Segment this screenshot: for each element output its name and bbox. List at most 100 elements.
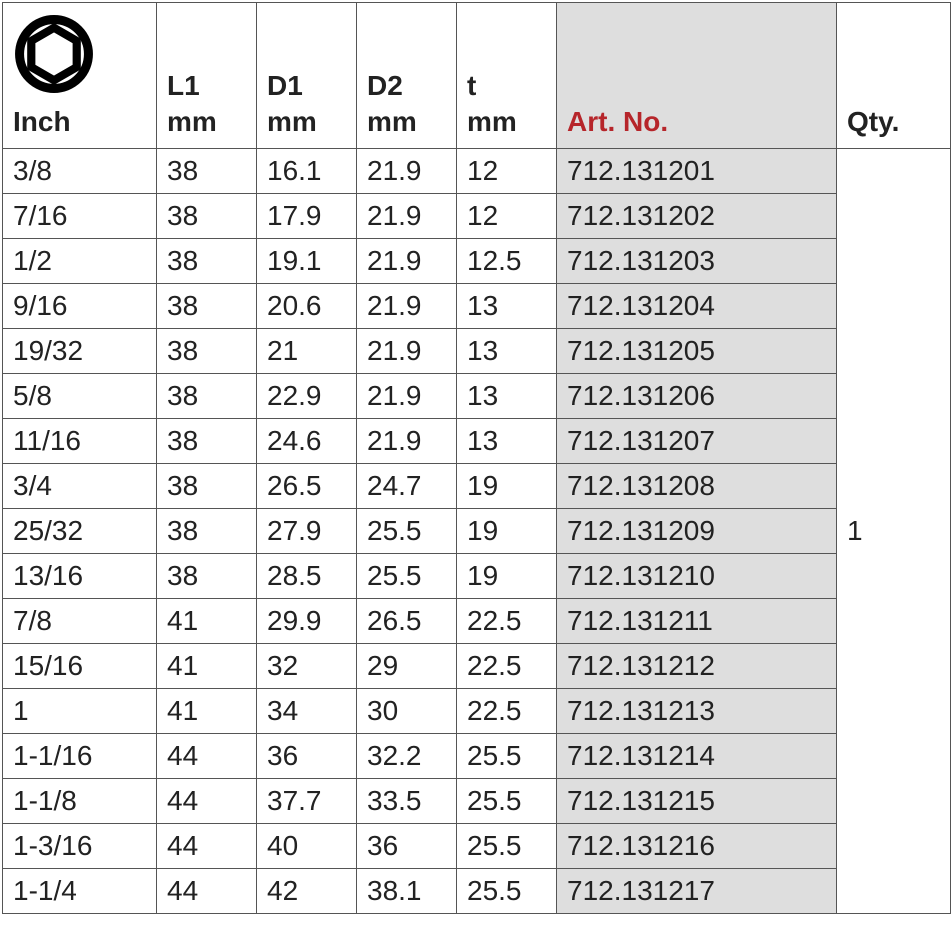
cell-inch: 3/4 xyxy=(3,464,157,509)
cell-inch: 1 xyxy=(3,689,157,734)
cell-t: 13 xyxy=(457,329,557,374)
cell-d2: 21.9 xyxy=(357,284,457,329)
cell-d2: 26.5 xyxy=(357,599,457,644)
cell-d2: 21.9 xyxy=(357,329,457,374)
header-qty: Qty. xyxy=(837,3,951,149)
cell-d1: 29.9 xyxy=(257,599,357,644)
table-row: 11/163824.621.913712.131207 xyxy=(3,419,951,464)
cell-l1: 44 xyxy=(157,869,257,914)
cell-artno: 712.131217 xyxy=(557,869,837,914)
cell-inch: 1-1/16 xyxy=(3,734,157,779)
cell-qty: 1 xyxy=(837,149,951,914)
hex-socket-icon xyxy=(13,13,95,102)
cell-d2: 24.7 xyxy=(357,464,457,509)
header-row-top: L1 D1 D2 t Art. No. Qty. xyxy=(3,3,951,105)
cell-l1: 38 xyxy=(157,239,257,284)
cell-artno: 712.131201 xyxy=(557,149,837,194)
cell-l1: 38 xyxy=(157,554,257,599)
cell-inch: 15/16 xyxy=(3,644,157,689)
header-d1-unit: mm xyxy=(257,104,357,149)
table-row: 3/43826.524.719712.131208 xyxy=(3,464,951,509)
cell-d2: 21.9 xyxy=(357,194,457,239)
cell-t: 13 xyxy=(457,419,557,464)
cell-d2: 25.5 xyxy=(357,509,457,554)
cell-d2: 36 xyxy=(357,824,457,869)
cell-artno: 712.131206 xyxy=(557,374,837,419)
cell-t: 19 xyxy=(457,464,557,509)
header-t-unit: mm xyxy=(457,104,557,149)
cell-t: 19 xyxy=(457,509,557,554)
cell-l1: 38 xyxy=(157,194,257,239)
cell-d2: 29 xyxy=(357,644,457,689)
cell-d2: 21.9 xyxy=(357,374,457,419)
cell-l1: 41 xyxy=(157,689,257,734)
cell-d2: 21.9 xyxy=(357,419,457,464)
cell-artno: 712.131202 xyxy=(557,194,837,239)
cell-l1: 38 xyxy=(157,329,257,374)
cell-t: 22.5 xyxy=(457,644,557,689)
table-row: 1-1/4444238.125.5712.131217 xyxy=(3,869,951,914)
table-row: 25/323827.925.519712.131209 xyxy=(3,509,951,554)
cell-l1: 44 xyxy=(157,779,257,824)
cell-d1: 34 xyxy=(257,689,357,734)
cell-artno: 712.131215 xyxy=(557,779,837,824)
cell-t: 25.5 xyxy=(457,779,557,824)
cell-inch: 11/16 xyxy=(3,419,157,464)
header-l1-unit: mm xyxy=(157,104,257,149)
table-row: 15/1641322922.5712.131212 xyxy=(3,644,951,689)
header-icon-cell xyxy=(3,3,157,105)
cell-d2: 21.9 xyxy=(357,149,457,194)
header-artno: Art. No. xyxy=(557,3,837,149)
cell-d1: 24.6 xyxy=(257,419,357,464)
cell-inch: 1/2 xyxy=(3,239,157,284)
cell-inch: 7/16 xyxy=(3,194,157,239)
header-l1-top: L1 xyxy=(157,3,257,105)
cell-artno: 712.131208 xyxy=(557,464,837,509)
cell-d1: 42 xyxy=(257,869,357,914)
table-body: 3/83816.121.912712.13120117/163817.921.9… xyxy=(3,149,951,914)
table-row: 13/163828.525.519712.131210 xyxy=(3,554,951,599)
cell-d1: 28.5 xyxy=(257,554,357,599)
cell-artno: 712.131210 xyxy=(557,554,837,599)
cell-d1: 27.9 xyxy=(257,509,357,554)
header-t-top: t xyxy=(457,3,557,105)
cell-d2: 25.5 xyxy=(357,554,457,599)
cell-d1: 32 xyxy=(257,644,357,689)
cell-d1: 17.9 xyxy=(257,194,357,239)
cell-d1: 16.1 xyxy=(257,149,357,194)
cell-l1: 41 xyxy=(157,644,257,689)
cell-inch: 3/8 xyxy=(3,149,157,194)
table-row: 5/83822.921.913712.131206 xyxy=(3,374,951,419)
cell-l1: 38 xyxy=(157,464,257,509)
cell-d1: 26.5 xyxy=(257,464,357,509)
cell-inch: 25/32 xyxy=(3,509,157,554)
table-row: 19/32382121.913712.131205 xyxy=(3,329,951,374)
cell-t: 13 xyxy=(457,284,557,329)
cell-inch: 19/32 xyxy=(3,329,157,374)
table-row: 1-3/1644403625.5712.131216 xyxy=(3,824,951,869)
cell-l1: 38 xyxy=(157,284,257,329)
cell-d1: 20.6 xyxy=(257,284,357,329)
cell-inch: 1-1/8 xyxy=(3,779,157,824)
table-row: 7/163817.921.912712.131202 xyxy=(3,194,951,239)
cell-inch: 13/16 xyxy=(3,554,157,599)
cell-l1: 38 xyxy=(157,374,257,419)
table-row: 7/84129.926.522.5712.131211 xyxy=(3,599,951,644)
header-d2-unit: mm xyxy=(357,104,457,149)
header-inch: Inch xyxy=(3,104,157,149)
cell-t: 22.5 xyxy=(457,599,557,644)
cell-d1: 36 xyxy=(257,734,357,779)
cell-d1: 37.7 xyxy=(257,779,357,824)
cell-artno: 712.131203 xyxy=(557,239,837,284)
cell-inch: 7/8 xyxy=(3,599,157,644)
cell-d1: 21 xyxy=(257,329,357,374)
cell-d2: 38.1 xyxy=(357,869,457,914)
cell-l1: 44 xyxy=(157,824,257,869)
cell-t: 25.5 xyxy=(457,734,557,779)
cell-artno: 712.131212 xyxy=(557,644,837,689)
cell-artno: 712.131204 xyxy=(557,284,837,329)
table-row: 3/83816.121.912712.1312011 xyxy=(3,149,951,194)
cell-artno: 712.131207 xyxy=(557,419,837,464)
cell-artno: 712.131213 xyxy=(557,689,837,734)
spec-table: L1 D1 D2 t Art. No. Qty. Inch mm mm mm m… xyxy=(2,2,951,914)
